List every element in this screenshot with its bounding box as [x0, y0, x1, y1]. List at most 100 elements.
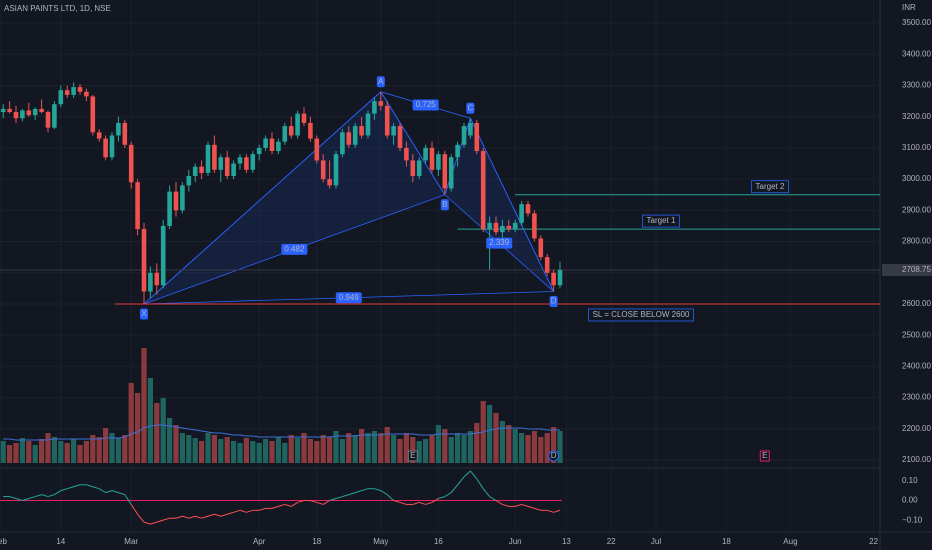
osc-segment	[98, 488, 106, 494]
volume-bar	[359, 429, 365, 463]
osc-segment	[220, 513, 228, 517]
volume-bar	[32, 445, 38, 463]
volume-bar	[237, 443, 243, 463]
volume-ma	[3, 424, 560, 441]
candle-body	[20, 110, 25, 119]
osc-segment	[547, 509, 554, 513]
volume-bar	[314, 441, 320, 463]
volume-bar	[410, 437, 416, 463]
volume-bar	[263, 439, 269, 463]
candle-body	[167, 191, 172, 226]
candle-body	[506, 225, 512, 230]
osc-segment	[361, 488, 369, 492]
volume-bar	[320, 435, 326, 463]
y-tick-label: 2300.00	[902, 393, 931, 402]
osc-segment	[438, 496, 445, 500]
candle-body	[333, 154, 339, 186]
osc-segment	[457, 476, 465, 486]
osc-segment	[290, 502, 298, 507]
osc-segment	[521, 503, 529, 507]
pattern-point-box	[376, 76, 385, 88]
candle-body	[500, 225, 505, 233]
volume-bar	[275, 437, 281, 463]
volume-bar	[519, 433, 525, 463]
candle-body	[160, 225, 166, 286]
candle-body	[192, 166, 198, 177]
osc-segment	[111, 490, 119, 494]
osc-segment	[73, 484, 81, 488]
x-tick-label: Jun	[509, 537, 522, 546]
volume-bar	[90, 435, 96, 463]
candle-body	[423, 147, 428, 161]
osc-segment	[201, 515, 209, 519]
volume-bar	[211, 435, 217, 463]
volume-bar	[205, 433, 211, 463]
volume-bar	[474, 423, 480, 463]
volume-bar	[26, 441, 32, 463]
osc-segment	[316, 501, 324, 505]
osc-segment	[137, 513, 145, 523]
level-label-box	[751, 180, 789, 194]
event-marker	[407, 450, 418, 462]
x-tick-label: 22	[607, 537, 616, 546]
candle-body	[557, 270, 563, 286]
volume-bar	[51, 437, 57, 463]
osc-segment	[47, 494, 55, 498]
volume-bar	[423, 439, 429, 463]
volume-bar	[448, 437, 454, 463]
volume-bar	[327, 437, 333, 463]
y-tick-label: 2200.00	[902, 424, 931, 433]
candle-body	[551, 272, 556, 286]
osc-segment	[374, 488, 381, 492]
osc-segment	[246, 509, 253, 513]
candle-body	[58, 90, 64, 105]
osc-segment	[419, 501, 426, 505]
osc-segment	[67, 486, 74, 490]
x-tick-label: Feb	[0, 537, 7, 546]
candle-body	[352, 126, 358, 145]
osc-segment	[502, 503, 509, 507]
pattern-point-box	[140, 308, 148, 320]
candle-body	[474, 122, 480, 152]
candle-body	[416, 160, 422, 177]
level-label: SL = CLOSE BELOW 2600	[593, 310, 690, 319]
candle-body	[391, 126, 396, 136]
x-tick-label: Mar	[124, 537, 138, 546]
osc-segment	[335, 496, 343, 500]
y-tick-label: 3000.00	[902, 174, 931, 183]
osc-segment	[278, 503, 285, 507]
x-tick-label: Apr	[253, 537, 266, 546]
volume-bar	[346, 433, 352, 463]
osc-segment	[9, 496, 17, 500]
volume-bar	[295, 438, 301, 463]
osc-segment	[22, 498, 29, 501]
volume-bar	[557, 431, 563, 463]
candle-body	[84, 91, 89, 97]
osc-segment	[105, 490, 113, 494]
candle-body	[525, 204, 531, 214]
pattern-fill	[144, 91, 445, 304]
x-tick-label: 18	[312, 537, 321, 546]
candle-body	[372, 101, 377, 114]
volume-bar	[384, 427, 390, 463]
candle-body	[314, 138, 320, 161]
candle-body	[442, 154, 448, 189]
volume-bar	[160, 398, 166, 463]
candle-body	[384, 105, 390, 136]
volume-bar	[307, 439, 313, 463]
osc-segment	[54, 490, 62, 496]
x-tick-label: 14	[56, 537, 65, 546]
volume-bar	[282, 443, 288, 463]
ratio-box	[486, 237, 513, 249]
ratio-box	[281, 243, 308, 255]
candle-body	[205, 144, 211, 173]
candle-body	[71, 87, 76, 95]
candle-body	[237, 157, 243, 164]
osc-segment	[310, 500, 317, 503]
candle-body	[148, 272, 153, 292]
candle-body	[493, 222, 499, 233]
volume-bar	[551, 427, 557, 463]
osc-segment	[182, 515, 189, 519]
volume-bar	[128, 383, 134, 463]
